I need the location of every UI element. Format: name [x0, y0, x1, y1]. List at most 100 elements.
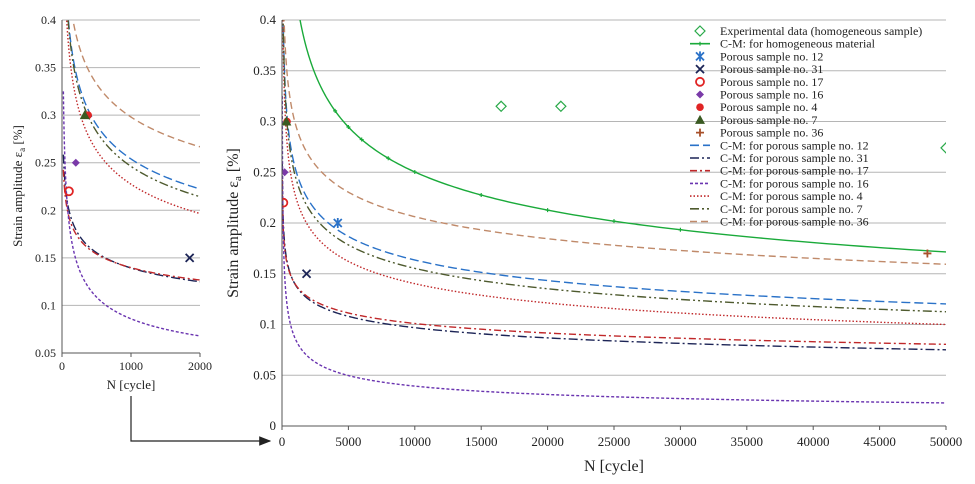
legend-label-exp: Experimental data (homogeneous sample) [720, 24, 922, 38]
main-x-tick-label: 50000 [930, 434, 963, 449]
inset-points [64, 110, 195, 263]
inset-point-p31 [185, 253, 195, 263]
legend-swatch-p17 [695, 76, 705, 87]
curve-c17 [62, 169, 200, 281]
curve-c12 [282, 20, 946, 305]
inset-y-tick-label: 0.4 [41, 13, 56, 27]
curve-marker-chom [333, 108, 338, 113]
inset-x-tick-label: 1000 [119, 359, 143, 373]
legend-label-c36: C-M: for porous sample no. 36 [720, 215, 869, 229]
legend-label-p17: Porous sample no. 17 [720, 75, 823, 89]
legend-label-c17: C-M: for porous sample no. 17 [720, 164, 869, 178]
main-y-axis-label: Strain amplitude εa [%] [225, 148, 244, 298]
inset-y-tick-label: 0.25 [35, 156, 56, 170]
legend-item-p7: Porous sample no. 7 [695, 113, 817, 127]
main-y-tick-label: 0.3 [260, 114, 276, 129]
legend-label-p31: Porous sample no. 31 [720, 62, 823, 76]
main-y-tick-label: 0.25 [253, 164, 276, 179]
main-curves [282, 20, 946, 404]
main-x-tick-label: 0 [279, 434, 286, 449]
legend-swatch-p12 [695, 51, 705, 62]
legend-label-p4: Porous sample no. 4 [720, 100, 817, 114]
legend-label-c7: C-M: for porous sample no. 7 [720, 202, 863, 216]
main-y-tick-label: 0.2 [260, 215, 276, 230]
point-exp [940, 142, 946, 154]
legend-swatch-p4 [696, 103, 704, 111]
curve-c16 [282, 96, 946, 404]
main-y-tick-labels: 0 0.05 0.1 0.15 0.2 0.25 0.3 0.35 0.4 [253, 12, 276, 433]
inset-y-tick-labels: 0.05 0.1 0.15 0.2 0.25 0.3 0.35 0.4 [35, 13, 56, 360]
main-y-tick-label: 0 [270, 418, 277, 433]
inset-y-tick-label: 0.05 [35, 346, 56, 360]
main-y-tick-label: 0.4 [260, 12, 277, 27]
point-p36 [923, 249, 932, 258]
main-x-tick-label: 15000 [465, 434, 498, 449]
main-x-tick-label: 30000 [664, 434, 697, 449]
curve-marker-chom [386, 156, 391, 161]
inset-x-tick-label: 2000 [188, 359, 212, 373]
inset-point-p16 [71, 158, 80, 167]
main-x-tick-label: 25000 [598, 434, 631, 449]
legend-label-p12: Porous sample no. 12 [720, 49, 823, 63]
main-chart: 0 0.05 0.1 0.15 0.2 0.25 0.3 0.35 0.4 0 5000 10000… [225, 12, 963, 475]
curve-c7 [282, 20, 946, 313]
point-p31 [301, 269, 312, 279]
inset-y-axis-label: Strain amplitude εa [%] [10, 125, 27, 247]
main-y-tick-label: 0.35 [253, 63, 276, 78]
main-y-tick-label: 0.05 [253, 367, 276, 382]
point-p12 [333, 218, 343, 228]
inset-gridlines [62, 19, 200, 306]
curve-c7 [67, 20, 200, 198]
legend-item-exp: Experimental data (homogeneous sample) [694, 24, 922, 38]
inset-point-p17 [64, 186, 74, 197]
main-x-tick-label: 35000 [731, 434, 764, 449]
curve-marker-chom [479, 193, 484, 198]
legend-swatch-p16 [696, 90, 704, 99]
main-x-tick-labels: 0 5000 10000 15000 20000 25000 30000 35000 40000… [279, 426, 963, 449]
legend-swatch-exp [694, 25, 706, 37]
point-p17 [282, 197, 289, 208]
legend-item-p36: Porous sample no. 36 [696, 126, 823, 140]
legend-item-c31: C-M: for porous sample no. 31 [690, 151, 869, 165]
main-x-tick-label: 45000 [863, 434, 896, 449]
curve-marker-chom [346, 125, 351, 130]
inset-y-tick-label: 0.3 [41, 108, 56, 122]
legend-item-p17: Porous sample no. 17 [695, 75, 823, 89]
curve-c12 [67, 20, 200, 190]
main-x-tick-label: 10000 [399, 434, 432, 449]
legend-item-p16: Porous sample no. 16 [696, 88, 823, 102]
legend-label-chom: C-M: for homogeneous material [720, 37, 876, 51]
point-exp [555, 100, 567, 113]
legend-label-c16: C-M: for porous sample no. 16 [720, 176, 869, 190]
legend-swatch-marker-chom [698, 41, 702, 46]
legend-item-c16: C-M: for porous sample no. 16 [690, 176, 869, 190]
inset-chart: 0.05 0.1 0.15 0.2 0.25 0.3 0.35 0.4 0 1000 2000 N… [10, 13, 212, 392]
inset-curves [62, 20, 200, 337]
point-exp [495, 100, 507, 113]
legend-item-c12: C-M: for porous sample no. 12 [690, 138, 869, 152]
main-gridlines [282, 19, 946, 376]
legend-item-p12: Porous sample no. 12 [695, 49, 823, 63]
main-y-tick-label: 0.1 [260, 317, 276, 332]
inset-y-tick-label: 0.1 [41, 298, 56, 312]
point-p7 [282, 116, 292, 126]
main-x-axis-label: N [cycle] [584, 458, 644, 475]
inset-y-tick-label: 0.2 [41, 203, 56, 217]
legend-item-c17: C-M: for porous sample no. 17 [690, 164, 869, 178]
curve-marker-chom [678, 227, 683, 232]
inset-y-tick-label: 0.15 [35, 251, 56, 265]
legend-swatch-p7 [695, 114, 705, 124]
curve-c4 [282, 20, 946, 326]
curve-marker-chom [612, 219, 616, 224]
legend-label-p16: Porous sample no. 16 [720, 88, 823, 102]
legend-swatch-p31 [695, 64, 705, 74]
curve-c4 [65, 20, 200, 215]
inset-y-tick-label: 0.35 [35, 61, 56, 75]
legend-swatch-p36 [696, 128, 704, 137]
main-y-tick-label: 0.15 [253, 266, 276, 281]
main-x-tick-label: 5000 [335, 434, 361, 449]
legend-item-chom: C-M: for homogeneous material [690, 37, 876, 51]
legend-item-p4: Porous sample no. 4 [696, 100, 817, 114]
inset-point-p7 [79, 110, 90, 120]
